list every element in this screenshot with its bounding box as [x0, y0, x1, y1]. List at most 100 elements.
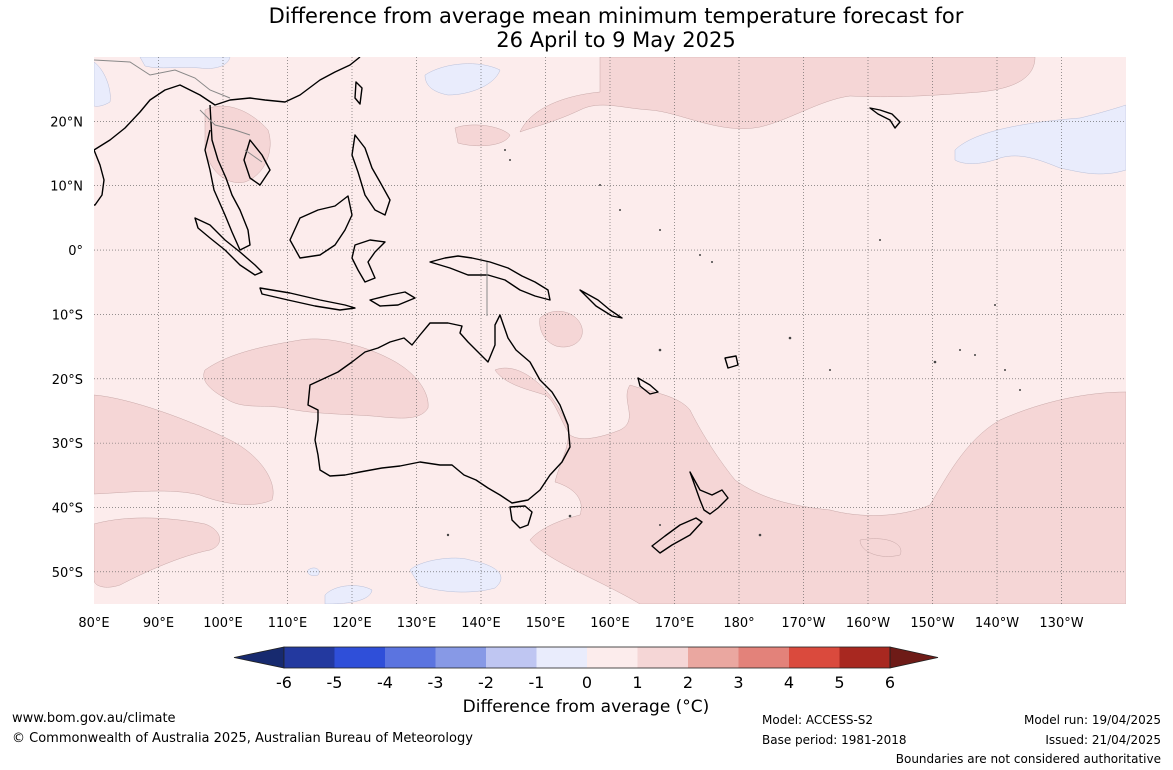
tasmania-outline: [509, 505, 533, 529]
latitude-tick-label: 20°N: [50, 115, 83, 130]
footer-model: Model: ACCESS-S2: [762, 713, 874, 727]
region-west-edge: [94, 61, 111, 107]
solomons-outline: [579, 289, 623, 319]
colorbar-swatch: [637, 647, 689, 668]
mainland-asia: [94, 57, 361, 251]
longitude-tick-label: 140°E: [461, 616, 501, 631]
footer-copyright: © Commonwealth of Australia 2025, Austra…: [12, 731, 473, 746]
footer-base-period: Base period: 1981-2018: [762, 733, 907, 747]
longitude-tick-label: 130°E: [397, 616, 437, 631]
longitude-tick-label: 160°E: [590, 616, 630, 631]
colorbar-tick-label: -2: [478, 673, 494, 692]
java-outline: [259, 287, 356, 311]
borneo-outline: [289, 195, 353, 259]
colorbar-swatch: [738, 647, 790, 668]
australia-outline: [307, 314, 571, 504]
longitude-labels: 80°E 90°E 100°E 110°E 120°E 130°E 140°E 150°E 16…: [78, 616, 1083, 631]
chart-title: Difference from average mean minimum tem…: [0, 4, 1173, 52]
footer-issued: Issued: 21/04/2025: [1045, 733, 1161, 747]
latitude-tick-label: 30°S: [52, 437, 83, 452]
colorbar-tick-label: 6: [885, 673, 895, 692]
colorbar: -6 -5 -4 -3 -2 -1 0 1 2 3 4 5 6: [233, 646, 939, 692]
region-southwest-indian: [94, 517, 220, 588]
latitude-tick-label: 40°S: [52, 501, 83, 516]
latitude-tick-label: 10°N: [50, 180, 83, 195]
colorbar-swatch: [334, 647, 386, 668]
longitude-tick-label: 90°E: [143, 616, 174, 631]
colorbar-tick-label: 3: [733, 673, 743, 692]
region-north-indochina: [139, 57, 231, 69]
longitude-tick-label: 80°E: [78, 616, 109, 631]
colorbar-swatch: [839, 647, 891, 668]
longitude-tick-label: 120°E: [332, 616, 372, 631]
longitude-tick-label: 150°W: [910, 616, 954, 631]
region-indochina: [204, 105, 271, 183]
region-se-pacific-cap: [859, 538, 902, 557]
region-southern-ocean-small: [324, 585, 373, 604]
region-indian-ocean-south: [94, 394, 274, 505]
political-borders: [94, 59, 488, 316]
timor-outline: [369, 291, 416, 307]
png-outline: [429, 255, 551, 301]
colorbar-swatch: [587, 647, 638, 668]
longitude-tick-label: 140°W: [975, 616, 1019, 631]
colorbar-tick-label: -4: [377, 673, 393, 692]
map-area: [94, 57, 1126, 604]
colorbar-swatch: [284, 647, 335, 668]
india-outline: [94, 149, 105, 206]
longitude-tick-label: 170°W: [781, 616, 825, 631]
colorbar-swatch: [536, 647, 588, 668]
taiwan-outline: [354, 81, 363, 105]
latitude-tick-label: 20°S: [52, 373, 83, 388]
graticule: [94, 57, 1126, 604]
philippines-outline: [351, 134, 391, 216]
latitude-tick-label: 50°S: [52, 566, 83, 581]
colorbar-outline: [283, 646, 891, 669]
longitude-tick-label: 100°E: [203, 616, 243, 631]
colorbar-tick-label: 1: [632, 673, 642, 692]
sulawesi-outline: [351, 239, 386, 283]
hawaii-outline: [869, 107, 901, 129]
colorbar-swatch: [486, 647, 537, 668]
colorbar-tick-label: -5: [327, 673, 343, 692]
title-line-1: Difference from average mean minimum tem…: [268, 4, 964, 28]
coastlines: [94, 57, 901, 554]
new-zealand-south: [651, 517, 703, 554]
longitude-tick-label: 170°E: [655, 616, 695, 631]
colorbar-tick-label: 0: [582, 673, 592, 692]
region-north-pacific: [519, 57, 1036, 133]
footer-website[interactable]: www.bom.gov.au/climate: [12, 711, 176, 726]
latitude-tick-label: 0°: [68, 244, 83, 259]
colorbar-tick-label: 5: [834, 673, 844, 692]
longitude-tick-label: 110°E: [268, 616, 308, 631]
latitude-tick-label: 10°S: [52, 308, 83, 323]
colorbar-tick-label: -1: [529, 673, 545, 692]
colorbar-low-extend: [233, 646, 285, 669]
small-islands: [446, 149, 1021, 537]
colorbar-high-extend: [889, 646, 939, 669]
colorbar-swatch: [789, 647, 840, 668]
region-png-east: [539, 310, 583, 348]
longitude-tick-label: 150°E: [526, 616, 566, 631]
fiji-outline: [724, 355, 739, 369]
colorbar-swatch: [385, 647, 436, 668]
footer-disclaimer: Boundaries are not considered authoritat…: [895, 752, 1161, 766]
new-caledonia-outline: [637, 377, 659, 395]
longitude-tick-label: 160°W: [846, 616, 890, 631]
colorbar-title: Difference from average (°C): [462, 697, 710, 717]
footer-model-run: Model run: 19/04/2025: [1023, 713, 1161, 727]
new-zealand-north: [689, 471, 729, 515]
colorbar-swatch: [688, 647, 739, 668]
sumatra-outline: [194, 217, 263, 276]
colorbar-tick-label: 2: [683, 673, 693, 692]
region-west-australia: [203, 338, 429, 419]
longitude-tick-label: 130°W: [1039, 616, 1083, 631]
region-south-of-australia: [409, 557, 502, 593]
latitude-labels: 20°N 10°N 0° 10°S 20°S 30°S 40°S 50°S: [50, 115, 83, 580]
colorbar-swatch: [435, 647, 487, 668]
colorbar-tick-label: 4: [784, 673, 794, 692]
region-small-south-china-sea: [454, 124, 511, 147]
longitude-tick-label: 180°: [723, 616, 754, 631]
colorbar-tick-label: -3: [428, 673, 444, 692]
